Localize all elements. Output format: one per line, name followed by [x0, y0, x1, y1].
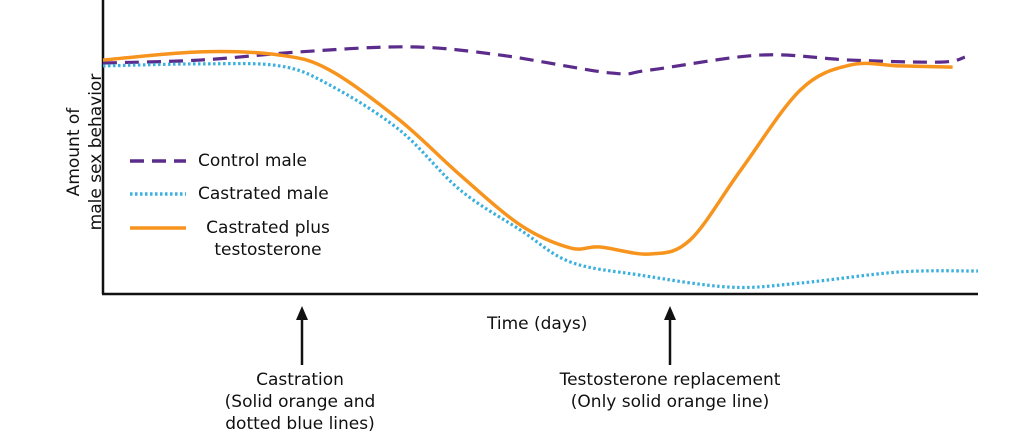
arrows: [296, 306, 676, 365]
y-axis-label-line: male sex behavior: [86, 73, 106, 231]
legend-label: Castrated male: [198, 184, 329, 204]
annotation: Castration (Solid orange and dotted blue l…: [225, 369, 376, 435]
annotation-line: Testosterone replacement: [559, 370, 781, 390]
line: [102, 61, 979, 290]
annotation-line: (Solid orange and: [224, 392, 376, 412]
legend-label: Control male: [198, 151, 308, 171]
y-axis-label-line: Amount of: [64, 107, 84, 197]
line: [102, 49, 953, 256]
annotation: Testosterone replacement (Only solid oran…: [560, 369, 781, 413]
x-axis-label: Time (days): [487, 314, 588, 334]
y-axis-label: Amount of male sex behavior: [63, 37, 107, 267]
legend-label: Castrated plus testosterone: [206, 218, 330, 260]
annotation-line: (Only solid orange line): [570, 392, 770, 412]
annotation-line: dotted blue lines): [225, 414, 375, 434]
annotation-line: Castration: [256, 370, 344, 390]
